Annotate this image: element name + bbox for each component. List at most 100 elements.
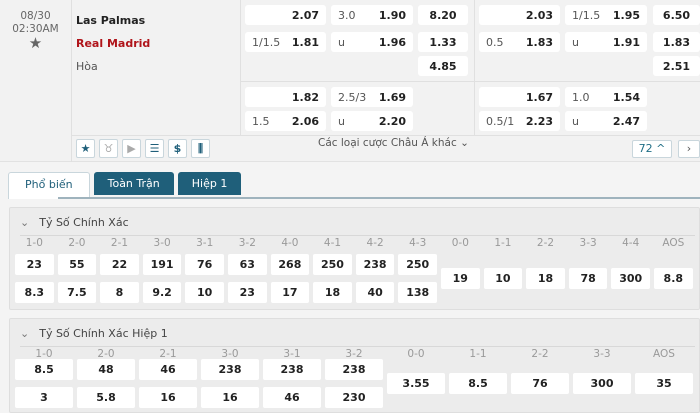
score-odds-draw[interactable]: 78	[568, 268, 608, 289]
under-odds[interactable]: u 1.91	[565, 32, 647, 52]
score-odds-away[interactable]: 8	[100, 282, 139, 303]
score-odds-draw[interactable]: 76	[511, 373, 569, 394]
score-odds-away[interactable]: 16	[201, 387, 259, 408]
score-odds-home[interactable]: 55	[57, 254, 97, 275]
score-odds-home[interactable]: 268	[270, 254, 310, 275]
score-odds-draw[interactable]: 18	[526, 268, 565, 289]
odds-line: u	[338, 114, 345, 128]
score-odds-away[interactable]: 17	[270, 282, 310, 303]
score-odds-home[interactable]: 46	[139, 359, 197, 380]
score-odds-home[interactable]: 238	[325, 359, 383, 380]
score-odds-home[interactable]: 238	[201, 359, 259, 380]
score-odds-home[interactable]: 238	[263, 359, 321, 380]
section-header[interactable]: ⌄ Tỷ Số Chính Xác	[20, 216, 129, 229]
1x2-draw-odds[interactable]: 2.51	[653, 56, 700, 76]
score-odds-away[interactable]: 9.2	[142, 282, 182, 303]
score-odds-away[interactable]: 18	[313, 282, 352, 303]
odds-value: 2.06	[291, 114, 319, 128]
1x2-home-odds[interactable]: 6.50	[653, 5, 700, 25]
match-time: 02:30AM	[12, 23, 59, 35]
under-odds[interactable]: u 1.96	[331, 32, 413, 52]
star-icon[interactable]: ★	[76, 139, 95, 158]
score-odds-home[interactable]: 250	[398, 254, 437, 275]
odds-value: 1.81	[291, 35, 319, 49]
tab-popular[interactable]: Phổ biến	[8, 172, 90, 199]
score-odds-draw[interactable]: 300	[573, 373, 631, 394]
chevron-right-icon: ›	[686, 142, 692, 155]
score-odds-away[interactable]: 7.5	[57, 282, 97, 303]
score-odds-home[interactable]: 238	[355, 254, 395, 275]
1x2-away-odds[interactable]: 1.83	[653, 32, 700, 52]
score-odds-draw[interactable]: 8.5	[449, 373, 507, 394]
away-team[interactable]: Real Madrid	[76, 37, 151, 50]
home-team[interactable]: Las Palmas	[76, 14, 146, 27]
score-odds-away[interactable]: 138	[398, 282, 437, 303]
odds-value: 1.95	[612, 8, 640, 22]
over-odds[interactable]: 1/1.5 1.95	[565, 5, 647, 25]
score-odds-draw[interactable]: 35	[635, 373, 693, 394]
dollar-icon[interactable]: $	[168, 139, 187, 158]
stats-icon[interactable]: ⫼	[191, 139, 210, 158]
score-odds-draw[interactable]: 19	[441, 268, 480, 289]
layers-icon[interactable]: ☰	[145, 139, 164, 158]
ht-over-odds[interactable]: 2.5/3 1.69	[331, 87, 413, 107]
favorite-star-icon[interactable]: ★	[28, 34, 43, 52]
score-label: 1-1	[469, 348, 487, 360]
score-odds-away[interactable]: 10	[185, 282, 224, 303]
handicap-away-odds[interactable]: 1/1.5 1.81	[245, 32, 326, 52]
score-odds-home[interactable]: 76	[185, 254, 224, 275]
score-odds-draw[interactable]: 300	[611, 268, 650, 289]
score-odds-away[interactable]: 16	[139, 387, 197, 408]
score-odds-away[interactable]: 5.8	[77, 387, 135, 408]
score-odds-away[interactable]: 23	[228, 282, 267, 303]
next-button[interactable]: ›	[678, 140, 700, 158]
jersey-icon[interactable]: ♉	[99, 139, 118, 158]
score-odds-draw[interactable]: 10	[483, 268, 523, 289]
tab-full-match[interactable]: Toàn Trận	[93, 172, 174, 195]
score-odds-draw[interactable]: 3.55	[387, 373, 445, 394]
chevron-down-icon: ⌄	[20, 216, 30, 229]
ht-handicap-away-odds[interactable]: 0.5/1 2.23	[479, 111, 560, 131]
ht-handicap-away-odds[interactable]: 1.5 2.06	[245, 111, 326, 131]
score-odds-home[interactable]: 250	[313, 254, 352, 275]
play-icon[interactable]: ▶	[122, 139, 141, 158]
handicap-home-odds[interactable]: 2.07	[245, 5, 326, 25]
score-label: 4-2	[366, 237, 384, 249]
ht-handicap-home-odds[interactable]: 1.67	[479, 87, 560, 107]
more-asian-bets-dropdown[interactable]: Các loại cược Châu Á khác ⌄	[318, 137, 469, 149]
score-odds-home[interactable]: 23	[15, 254, 54, 275]
odds-line: 1.0	[572, 90, 590, 104]
ht-handicap-home-odds[interactable]: 1.82	[245, 87, 326, 107]
handicap-home-odds[interactable]: 2.03	[479, 5, 560, 25]
score-odds-away[interactable]: 46	[263, 387, 321, 408]
chevron-up-icon: ^	[656, 142, 666, 155]
score-odds-away[interactable]: 8.3	[15, 282, 54, 303]
1x2-draw-odds[interactable]: 4.85	[418, 56, 468, 76]
score-odds-away[interactable]: 3	[15, 387, 73, 408]
tab-first-half[interactable]: Hiệp 1	[177, 172, 242, 195]
score-odds-home[interactable]: 63	[228, 254, 267, 275]
ht-under-odds[interactable]: u 2.20	[331, 111, 413, 131]
score-odds-home[interactable]: 48	[77, 359, 135, 380]
score-odds-home[interactable]: 8.5	[15, 359, 73, 380]
score-odds-draw[interactable]: 8.8	[654, 268, 693, 289]
odds-line: 0.5	[486, 35, 504, 49]
score-label: 3-1	[283, 348, 301, 360]
ht-over-odds[interactable]: 1.0 1.54	[565, 87, 647, 107]
score-odds-away[interactable]: 40	[355, 282, 395, 303]
more-markets-button[interactable]: 72 ^	[632, 140, 672, 158]
handicap-away-odds[interactable]: 0.5 1.83	[479, 32, 560, 52]
1x2-away-odds[interactable]: 1.33	[418, 32, 468, 52]
score-label: 4-4	[622, 237, 640, 249]
score-label: 2-2	[536, 237, 555, 249]
chevron-down-icon: ⌄	[460, 137, 469, 149]
score-odds-away[interactable]: 230	[325, 387, 383, 408]
section-header[interactable]: ⌄ Tỷ Số Chính Xác Hiệp 1	[20, 327, 168, 340]
score-odds-home[interactable]: 191	[142, 254, 182, 275]
teams: Las Palmas Real Madrid Hòa	[76, 9, 150, 78]
1x2-home-odds[interactable]: 8.20	[418, 5, 468, 25]
odds-value: 1.83	[662, 35, 691, 49]
score-odds-home[interactable]: 22	[100, 254, 139, 275]
over-odds[interactable]: 3.0 1.90	[331, 5, 413, 25]
ht-under-odds[interactable]: u 2.47	[565, 111, 647, 131]
